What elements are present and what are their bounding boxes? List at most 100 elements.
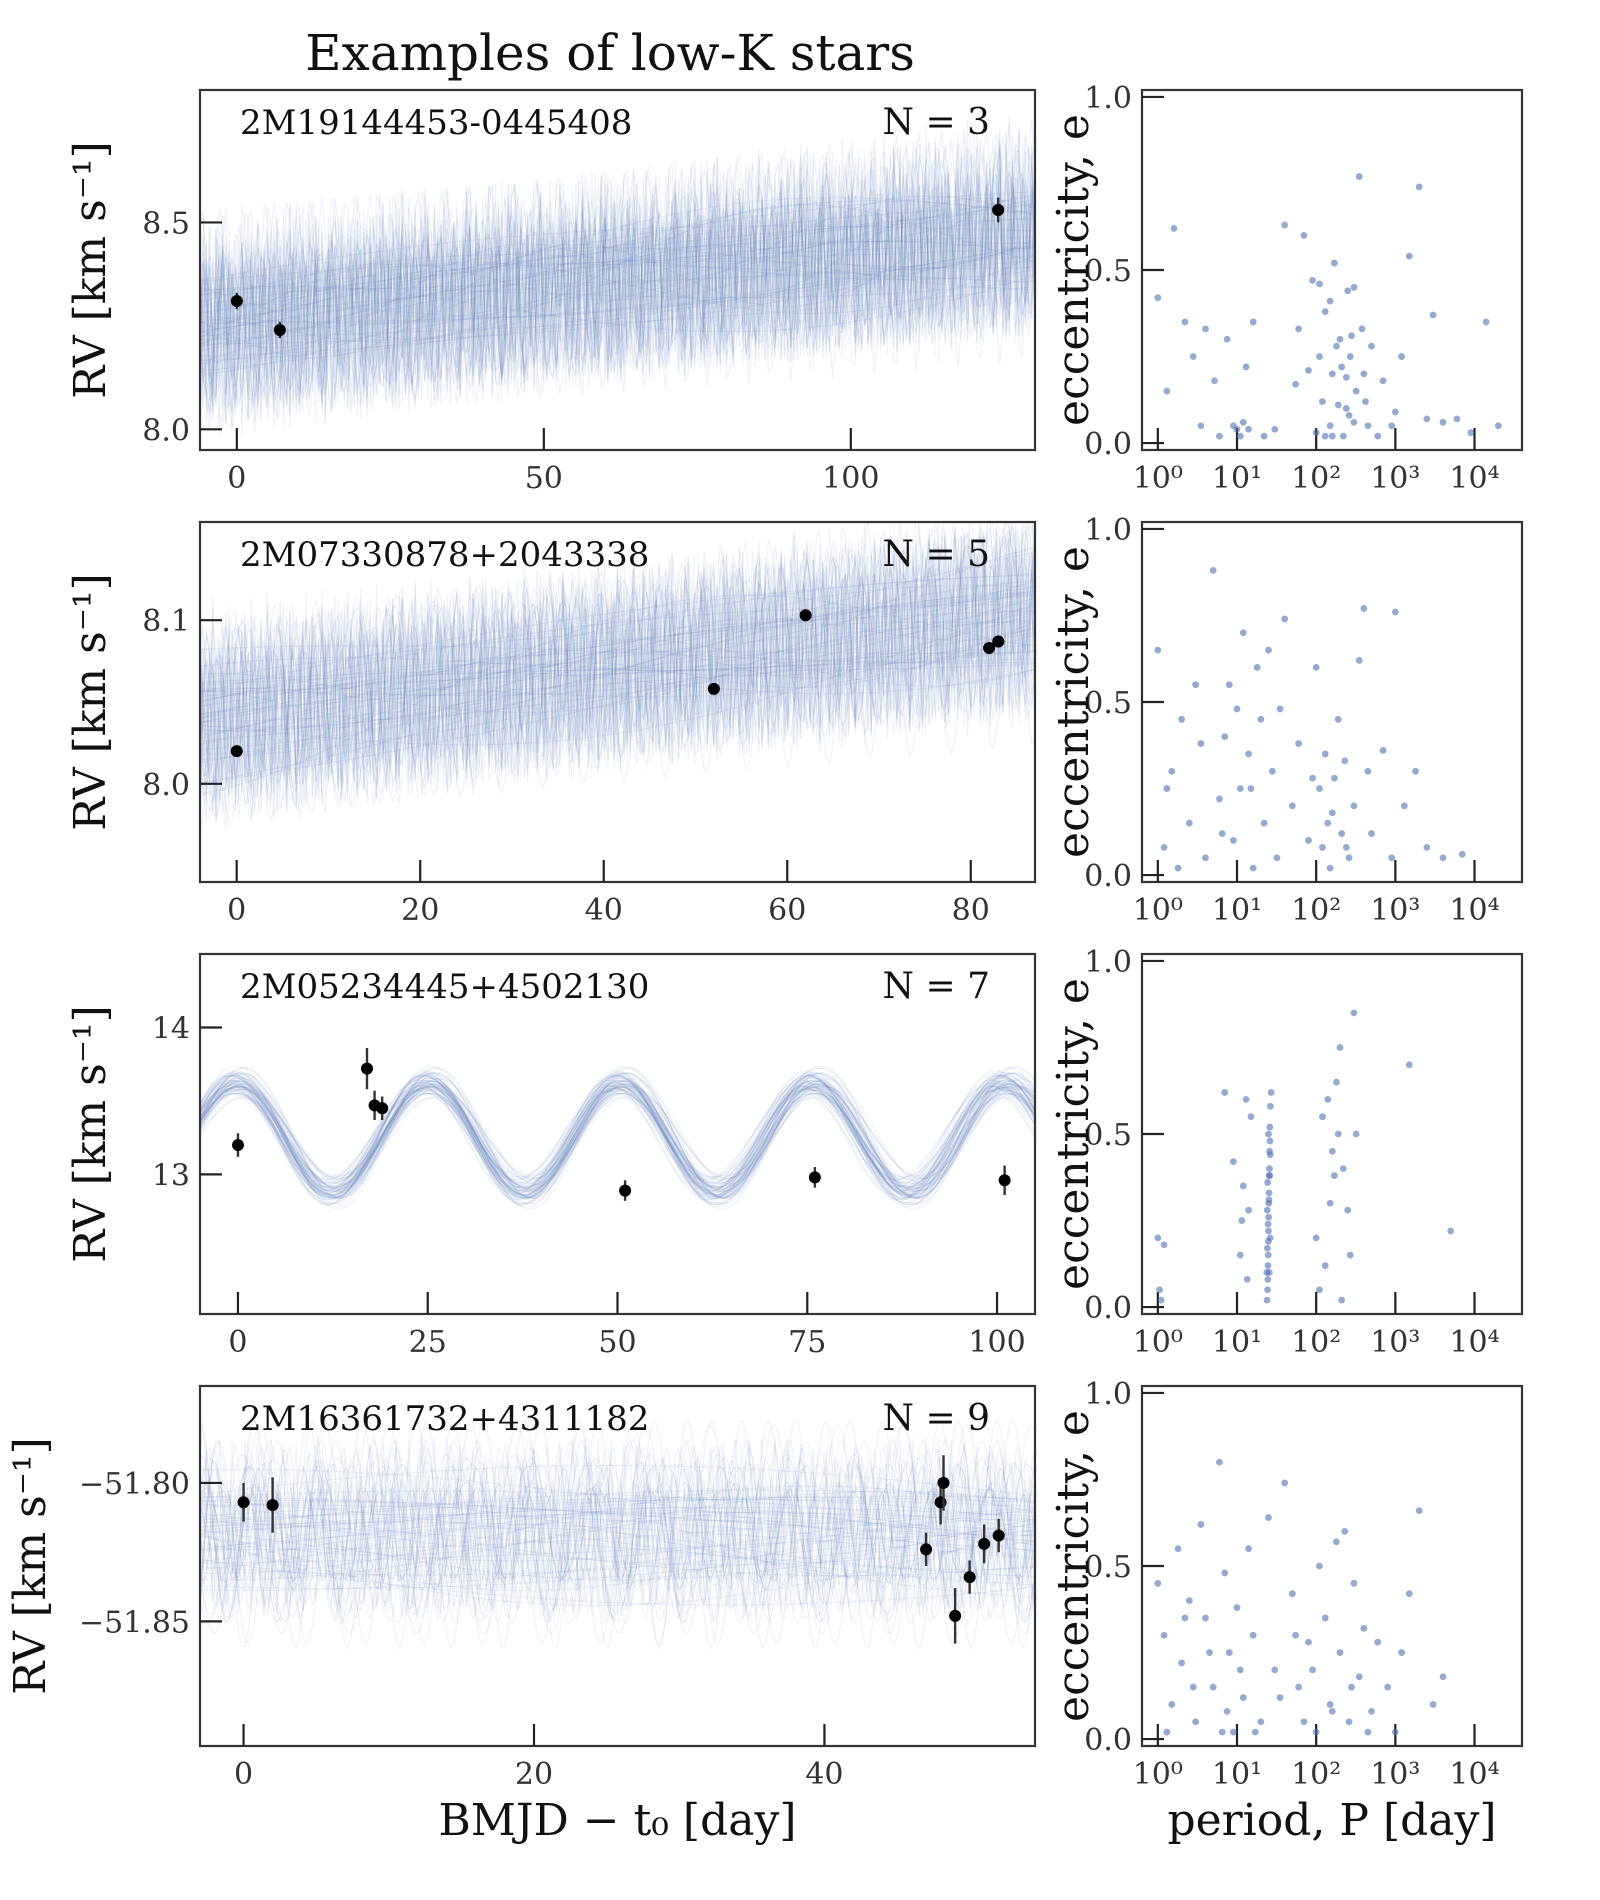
row-4: 0 20 40 −51.80 −51.85 2M16361732+4311182 N = 9… — [5, 1377, 1524, 1792]
rv-sample-curve — [200, 1067, 1035, 1198]
rv-sample-curve — [200, 1092, 1035, 1192]
ecc-sample-point — [1181, 1614, 1189, 1622]
rv-sample-curve — [200, 1083, 1035, 1192]
ecc-sample-point — [1257, 1718, 1265, 1726]
ecc-sample-point — [1265, 1514, 1272, 1521]
rv-sample-curve — [200, 622, 1035, 755]
ecc-sample-point — [1238, 1217, 1246, 1224]
ecc-y-tick-label: 0.0 — [1084, 427, 1132, 462]
ecc-x-tick-label: 10⁴ — [1449, 1325, 1499, 1360]
ecc-sample-point — [1342, 373, 1350, 381]
rv-sample-curve — [200, 579, 1035, 750]
ecc-sample-point — [1265, 1213, 1273, 1221]
rv-sample-curve — [200, 551, 1035, 811]
rv-sample-curve — [200, 130, 1035, 431]
ecc-sample-point — [1360, 1624, 1368, 1632]
rv-x-axis-label: BMJD − t₀ [day] — [438, 1795, 796, 1846]
ecc-sample-point — [1447, 1227, 1455, 1235]
rv-x-tick-label: 0 — [234, 1757, 253, 1792]
rv-data-point — [231, 1139, 244, 1152]
rv-sample-curve — [200, 522, 1035, 831]
ecc-sample-point — [1360, 605, 1368, 612]
rv-sample-curve — [200, 1527, 1035, 1571]
ecc-sample-point — [1221, 733, 1229, 741]
ecc-sample-point — [1264, 1220, 1272, 1228]
ecc-y-axis-label: eccentricity, e — [1048, 978, 1099, 1290]
rv-sample-curve — [200, 571, 1035, 787]
rv-sample-curve — [200, 1463, 1035, 1590]
ecc-sample-point — [1350, 418, 1358, 426]
ecc-sample-point — [1338, 830, 1346, 837]
ecc-sample-point — [1197, 422, 1205, 430]
rv-sample-curve — [200, 591, 1035, 732]
rv-sample-curve — [200, 1080, 1035, 1199]
star-name: 2M19144453-0445408 — [240, 103, 632, 143]
ecc-sample-point — [1264, 1179, 1272, 1186]
ecc-sample-point — [1412, 767, 1419, 775]
ecc-sample-point — [1239, 1694, 1247, 1701]
rv-sample-curve — [200, 1090, 1035, 1200]
ecc-sample-point — [1339, 1165, 1347, 1173]
rv-sample-curve — [200, 225, 1035, 282]
rv-sample-curve — [200, 1514, 1035, 1577]
rv-sample-curve — [200, 210, 1035, 332]
rv-sample-curve — [200, 1496, 1035, 1517]
ecc-sample-point — [1316, 1562, 1323, 1570]
rv-sample-curve — [200, 1521, 1035, 1560]
ecc-sample-point — [1265, 1269, 1273, 1276]
rv-sample-curve — [200, 1072, 1035, 1205]
figure-title: Examples of low-K stars — [305, 24, 915, 82]
rv-sample-curve — [200, 597, 1035, 696]
ecc-sample-point — [1321, 1262, 1329, 1269]
ecc-sample-point — [1355, 657, 1363, 664]
rv-sample-curve — [200, 586, 1035, 716]
ecc-sample-point — [1326, 864, 1334, 872]
n-observations-label: N = 9 — [883, 1398, 990, 1439]
rv-sample-curve — [200, 1089, 1035, 1191]
rv-sample-curve — [200, 1495, 1035, 1533]
ecc-sample-point — [1225, 1649, 1233, 1656]
rv-sample-curve — [200, 1067, 1035, 1199]
ecc-sample-point — [1218, 830, 1226, 837]
rv-sample-curve — [200, 247, 1035, 324]
ecc-sample-point — [1458, 850, 1466, 858]
rv-sample-curve — [200, 1087, 1035, 1178]
rv-sample-curve — [200, 1520, 1035, 1578]
ecc-sample-point — [1344, 1206, 1352, 1214]
rv-sample-curve — [200, 285, 1035, 341]
ecc-sample-point — [1160, 843, 1168, 851]
rv-sample-curve — [200, 1085, 1035, 1180]
rv-sample-curve — [200, 638, 1035, 795]
rv-data-point — [978, 1537, 991, 1550]
rv-sample-curve — [200, 1489, 1035, 1529]
ecc-sample-point — [1267, 1089, 1275, 1096]
ecc-sample-point — [1400, 802, 1408, 810]
ecc-sample-point — [1216, 1458, 1223, 1466]
ecc-axes-frame — [1140, 520, 1524, 884]
ecc-sample-point — [1362, 398, 1369, 405]
rv-sample-curve — [200, 1460, 1035, 1583]
rv-sample-curve — [200, 166, 1035, 415]
ecc-sample-point — [1384, 1683, 1392, 1691]
ecc-sample-point — [1156, 1286, 1163, 1294]
ecc-y-tick-label: 0.5 — [1084, 1118, 1132, 1153]
rv-sample-curve — [200, 566, 1035, 809]
rv-sample-curve — [200, 144, 1035, 388]
ecc-sample-point — [1233, 1604, 1241, 1611]
rv-sample-curve — [200, 1072, 1035, 1205]
rv-sample-curve — [200, 527, 1035, 777]
ecc-sample-point — [1189, 353, 1197, 360]
rv-sample-curve — [200, 1512, 1035, 1566]
ecc-sample-point — [1364, 767, 1372, 775]
rv-sample-curve — [200, 556, 1035, 781]
ecc-sample-point — [1336, 1649, 1344, 1656]
ecc-sample-point — [1209, 567, 1217, 574]
ecc-sample-point — [1328, 1707, 1336, 1715]
rv-sample-curve — [200, 1500, 1035, 1586]
ecc-sample-point — [1253, 663, 1261, 671]
ecc-sample-point — [1312, 429, 1320, 437]
ecc-x-tick-label: 10² — [1291, 893, 1341, 928]
ecc-sample-point — [1276, 705, 1284, 713]
ecc-sample-point — [1332, 1538, 1340, 1546]
rv-sample-curve — [200, 1506, 1035, 1531]
